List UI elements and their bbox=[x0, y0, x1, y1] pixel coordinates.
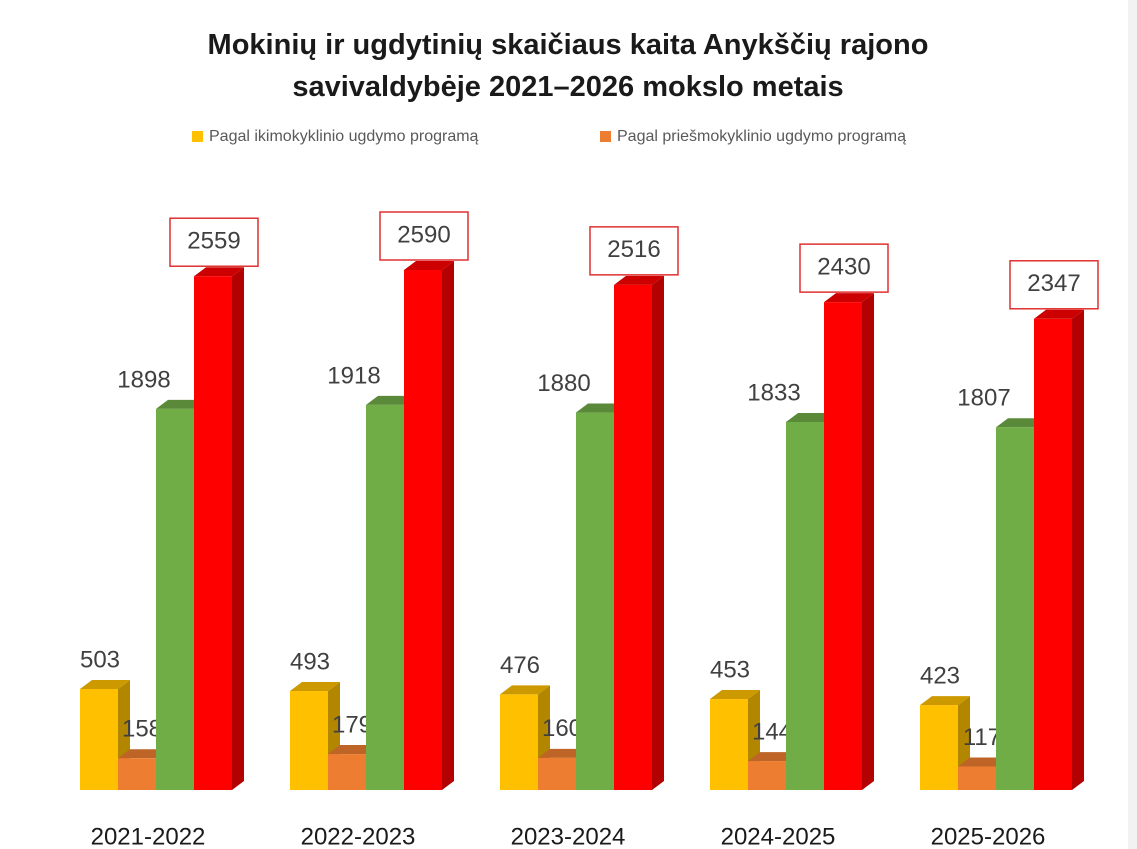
legend-label: Pagal ikimokyklinio ugdymo programą bbox=[209, 128, 479, 145]
bar-side bbox=[862, 293, 874, 790]
value-label: 453 bbox=[710, 656, 750, 683]
bar-top bbox=[710, 690, 760, 700]
x-tick-label: 2025-2026 bbox=[931, 823, 1046, 849]
value-label: 1807 bbox=[957, 385, 1010, 412]
bar bbox=[500, 694, 538, 790]
value-label: 2430 bbox=[817, 253, 870, 280]
value-label-box bbox=[799, 243, 889, 293]
value-label: 476 bbox=[500, 652, 540, 679]
value-label: 1880 bbox=[537, 370, 590, 397]
value-label: 158 bbox=[122, 716, 162, 743]
edge bbox=[1128, 0, 1137, 849]
bar bbox=[328, 754, 366, 790]
chart-title: Mokinių ir ugdytinių skaičiaus kaita Any… bbox=[207, 29, 929, 103]
bar-top bbox=[996, 418, 1046, 428]
value-label: 2516 bbox=[607, 236, 660, 263]
bar bbox=[786, 421, 824, 790]
x-tick-label: 2024-2025 bbox=[721, 823, 836, 849]
value-label: 2347 bbox=[1027, 270, 1080, 297]
x-tick-label: 2022-2023 bbox=[301, 823, 416, 849]
x-tick-label: 2023-2024 bbox=[511, 823, 626, 849]
bar-top bbox=[328, 745, 378, 755]
bar-top bbox=[824, 293, 874, 303]
value-label: 503 bbox=[80, 646, 120, 673]
legend-swatch bbox=[600, 131, 611, 142]
value-label: 2559 bbox=[187, 228, 240, 255]
bar bbox=[614, 284, 652, 790]
bar bbox=[958, 766, 996, 790]
value-label: 423 bbox=[920, 662, 960, 689]
bar-top bbox=[576, 403, 626, 413]
bar-top bbox=[614, 275, 664, 285]
value-label: 1918 bbox=[327, 362, 380, 389]
bar bbox=[194, 276, 232, 790]
value-label-box bbox=[1009, 260, 1099, 310]
legend-swatch bbox=[192, 131, 203, 142]
bar bbox=[1034, 318, 1072, 790]
bar-top bbox=[156, 399, 206, 409]
bar-top bbox=[404, 261, 454, 270]
bar bbox=[824, 302, 862, 790]
bar-top bbox=[786, 412, 836, 422]
bar bbox=[118, 758, 156, 790]
bar bbox=[748, 761, 786, 790]
bar-top bbox=[748, 752, 798, 762]
legend-label: Pagal priešmokyklinio ugdymo programą bbox=[617, 128, 906, 145]
bar bbox=[920, 705, 958, 790]
bar-top bbox=[1034, 309, 1084, 319]
bar-top bbox=[366, 395, 416, 405]
value-label: 493 bbox=[290, 648, 330, 675]
bar-side bbox=[232, 267, 244, 790]
bar-top bbox=[290, 682, 340, 692]
value-label-box bbox=[379, 211, 469, 261]
value-label: 117 bbox=[963, 724, 1001, 751]
bar-top bbox=[194, 267, 244, 277]
value-label: 1833 bbox=[747, 379, 800, 406]
bar bbox=[366, 404, 404, 790]
bar bbox=[80, 689, 118, 790]
bar-top bbox=[118, 749, 168, 759]
bar bbox=[404, 270, 442, 790]
bar-top bbox=[500, 685, 550, 695]
bar-top bbox=[538, 748, 588, 758]
bar-top bbox=[920, 696, 970, 706]
value-label: 2590 bbox=[397, 221, 450, 248]
bar-top bbox=[958, 757, 1008, 767]
value-label: 1898 bbox=[117, 366, 170, 393]
value-label-box bbox=[169, 217, 259, 267]
bar bbox=[156, 408, 194, 790]
bar bbox=[290, 691, 328, 790]
bar-side bbox=[652, 275, 664, 790]
x-tick-label: 2021-2022 bbox=[91, 823, 206, 849]
bar bbox=[538, 757, 576, 790]
bar-top bbox=[80, 680, 130, 690]
bar-side bbox=[442, 261, 454, 790]
value-label: 144 bbox=[752, 718, 792, 745]
bar-side bbox=[1072, 309, 1084, 790]
value-label-box bbox=[589, 226, 679, 276]
bar bbox=[996, 427, 1034, 790]
bar bbox=[576, 412, 614, 790]
value-label: 160 bbox=[542, 715, 582, 742]
value-label: 179 bbox=[332, 711, 372, 738]
bar bbox=[710, 699, 748, 790]
